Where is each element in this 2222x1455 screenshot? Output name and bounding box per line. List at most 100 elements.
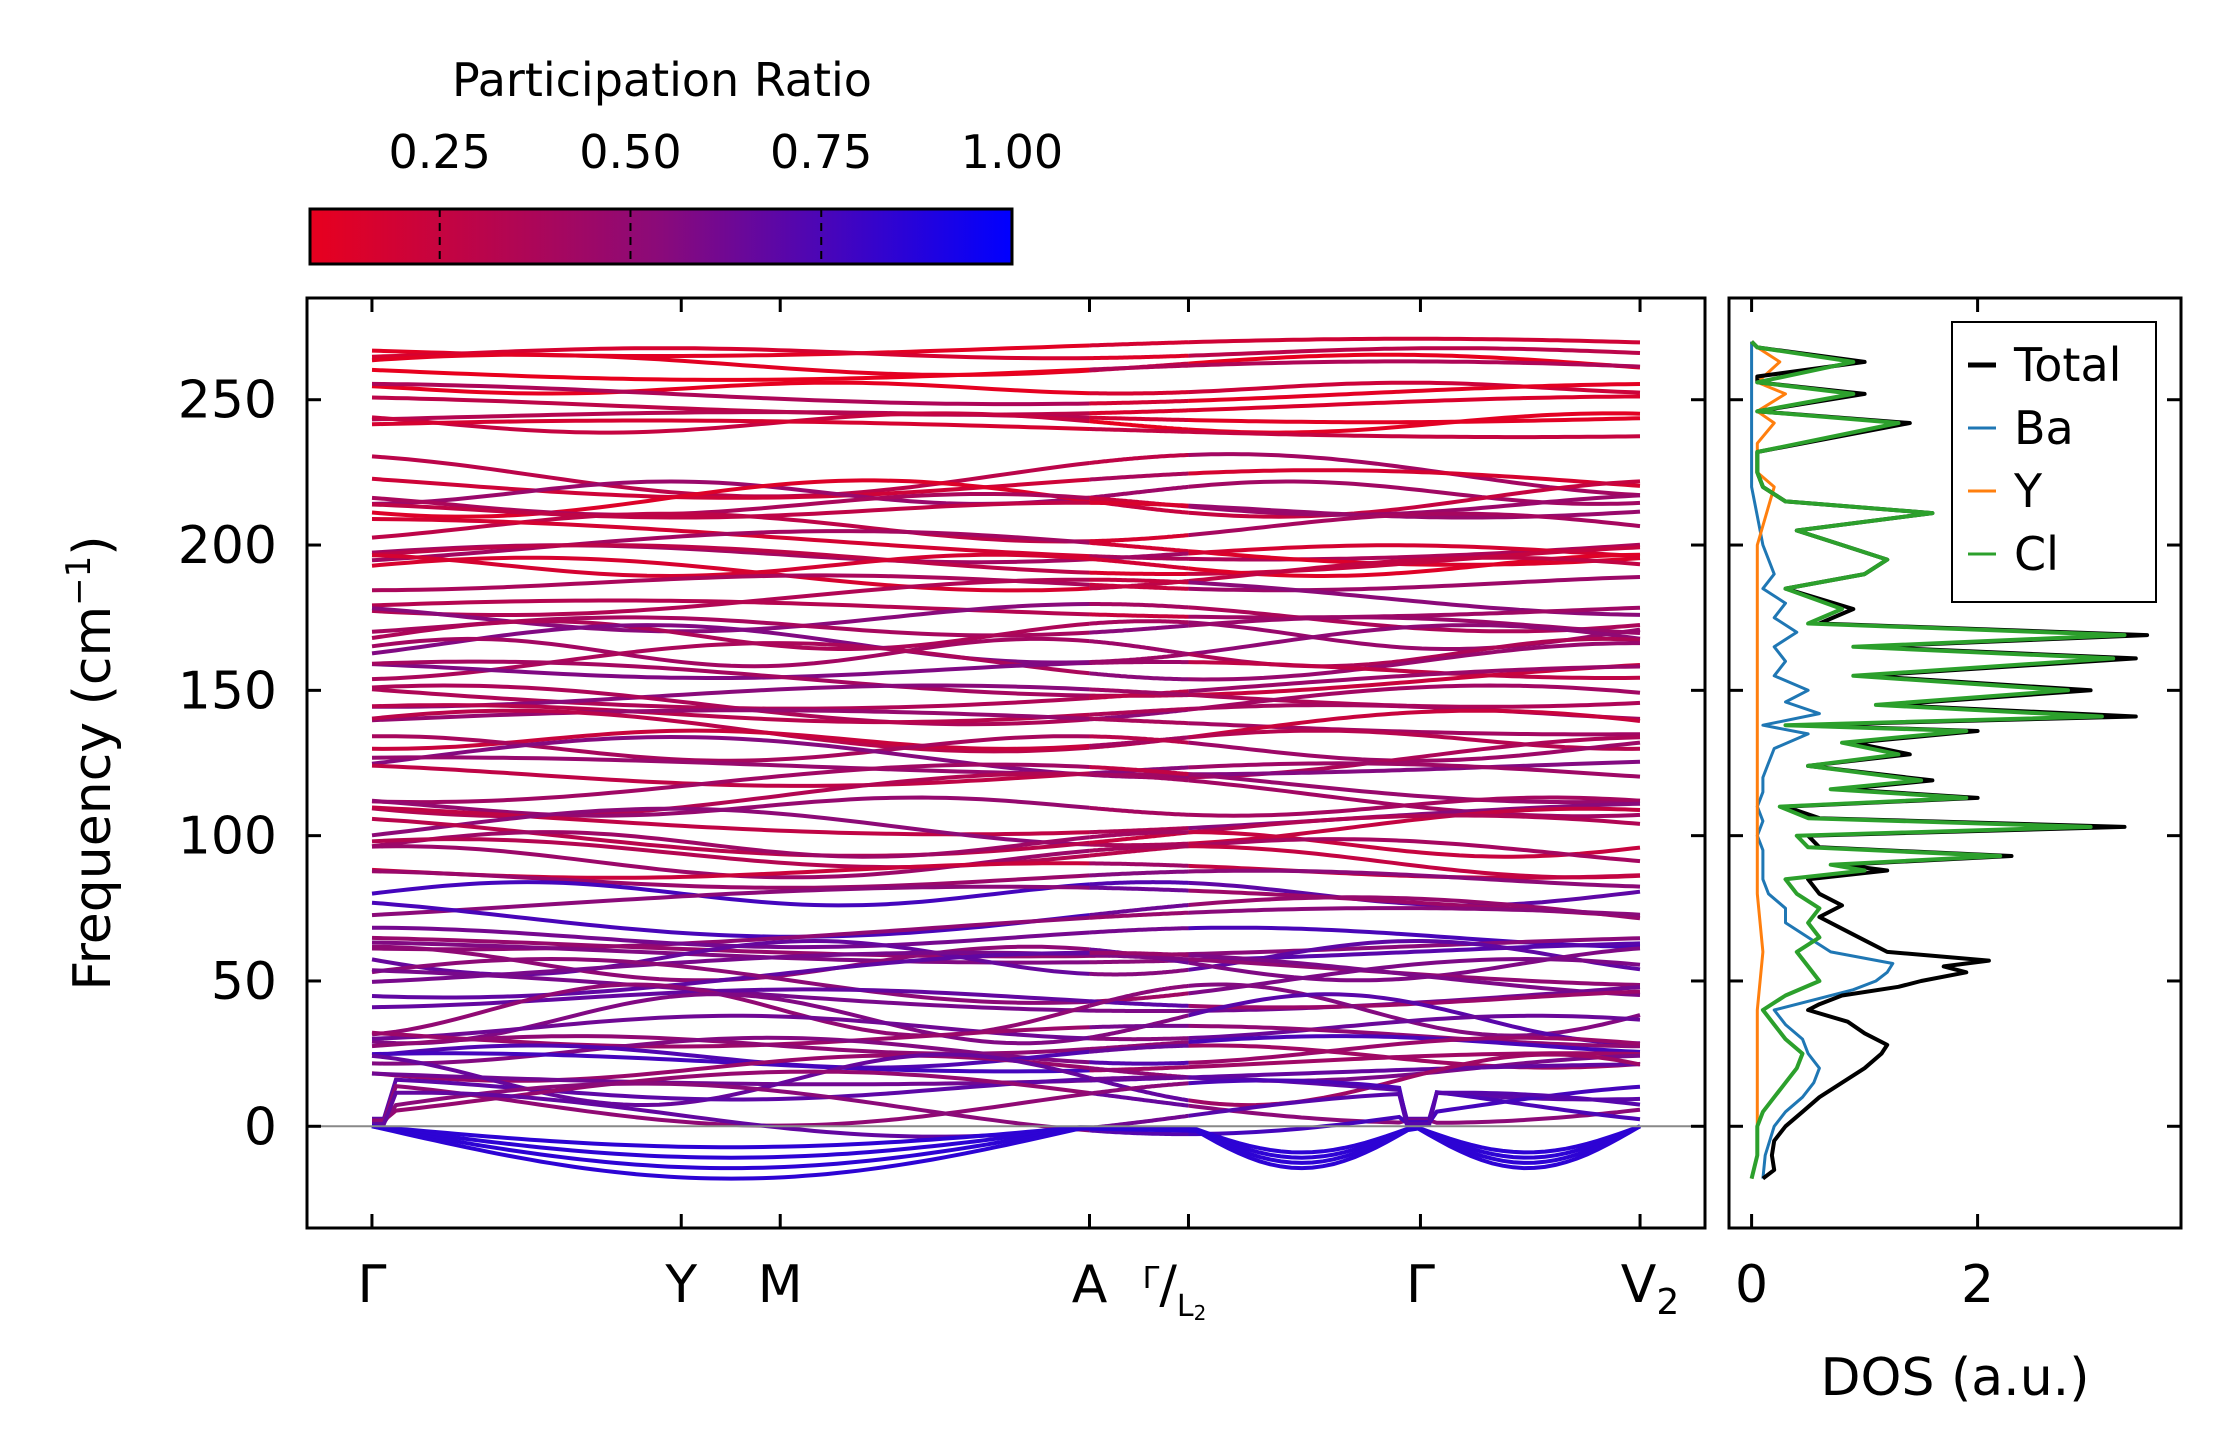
band-line xyxy=(1089,500,1189,508)
band-line xyxy=(1188,1035,1641,1065)
band-line xyxy=(1089,415,1189,422)
band-line xyxy=(371,1071,1090,1087)
band-line xyxy=(371,659,1090,698)
band-line xyxy=(1089,844,1189,853)
band-line xyxy=(1089,1043,1189,1054)
band-line xyxy=(1188,1090,1641,1126)
band-line xyxy=(371,956,1090,1005)
band-line xyxy=(1089,869,1189,878)
band-line xyxy=(1089,484,1189,500)
band-line xyxy=(371,411,1090,435)
band-line xyxy=(1089,398,1189,406)
band-line xyxy=(371,992,1090,1046)
band-line xyxy=(1188,956,1641,996)
band-line xyxy=(1089,826,1189,835)
band-line xyxy=(371,915,1090,952)
dos-x-tick-label: 0 xyxy=(1735,1255,1768,1315)
band-line xyxy=(1089,903,1189,918)
band-line xyxy=(1188,795,1641,818)
band-line xyxy=(371,418,1090,431)
legend-label-y: Y xyxy=(2013,464,2043,518)
imaginary-band-line xyxy=(371,1124,1642,1181)
band-line xyxy=(1188,346,1641,358)
colorbar-gradient xyxy=(308,207,1014,266)
band-line xyxy=(1188,416,1641,425)
band-line xyxy=(372,1077,1090,1121)
band-line xyxy=(371,619,1090,651)
band-line xyxy=(371,728,1090,751)
band-line xyxy=(371,806,1090,847)
band-line xyxy=(1089,1091,1189,1108)
band-line xyxy=(1089,623,1189,635)
kpoint-label-gamma-2: Γ xyxy=(1406,1255,1435,1315)
band-line xyxy=(371,703,1090,725)
dos-x-tick-label: 2 xyxy=(1961,1255,1994,1315)
band-line xyxy=(1089,612,1189,619)
band-line xyxy=(1188,837,1641,864)
band-line xyxy=(371,380,1090,396)
band-line xyxy=(1089,706,1189,717)
band-line xyxy=(1089,950,1189,958)
band-line xyxy=(1089,363,1189,372)
band-line xyxy=(1089,772,1189,783)
dos-legend: Total Ba Y Cl xyxy=(1951,321,2157,603)
colorbar-tick-label: 0.50 xyxy=(579,125,681,179)
band-line xyxy=(1188,759,1641,777)
band-line xyxy=(371,763,1090,788)
band-line xyxy=(1089,340,1189,348)
colorbar-title: Participation Ratio xyxy=(452,53,872,107)
band-line xyxy=(372,1081,1090,1133)
kpoint-label-a: A xyxy=(1072,1255,1108,1315)
band-line xyxy=(1089,570,1189,576)
band-line xyxy=(1089,427,1189,434)
band-line xyxy=(1188,1034,1641,1054)
band-line xyxy=(371,381,1090,407)
band-line xyxy=(371,492,1090,517)
band-line xyxy=(1089,419,1189,432)
band-line xyxy=(1089,735,1189,748)
band-line xyxy=(1089,408,1189,416)
band-axes-frame xyxy=(305,296,1707,1230)
band-line xyxy=(1089,805,1189,817)
band-line xyxy=(1089,582,1189,591)
band-line xyxy=(1089,910,1189,920)
band-line xyxy=(1089,830,1189,840)
band-line xyxy=(371,734,1090,763)
band-line xyxy=(371,830,1090,859)
y-tick-label: 150 xyxy=(178,661,277,721)
band-line xyxy=(1188,394,1640,413)
band-line xyxy=(371,708,1090,723)
band-line xyxy=(1089,1128,1189,1137)
colorbar-ticks: 0.25 0.50 0.75 1.00 xyxy=(389,125,1063,264)
band-line xyxy=(1188,906,1641,917)
band-line xyxy=(1089,765,1189,777)
band-line xyxy=(371,543,1090,575)
band-line xyxy=(1089,556,1189,571)
band-line xyxy=(1188,641,1640,682)
band-line xyxy=(371,762,1090,805)
y-tick-label: 200 xyxy=(178,516,277,576)
band-line xyxy=(1089,660,1189,665)
band-line xyxy=(371,1035,1090,1066)
y-axis-label: Frequency (cm−1) xyxy=(59,535,123,990)
legend-box xyxy=(1951,321,2157,603)
band-line xyxy=(1089,353,1189,361)
kpoint-label-gamma: Γ xyxy=(357,1255,386,1315)
band-line xyxy=(1089,885,1189,893)
band-lines xyxy=(371,336,1642,1181)
band-line xyxy=(1088,1075,1189,1103)
band-line xyxy=(1188,605,1641,620)
band-y-ticks: 0 50 100 150 200 250 xyxy=(178,371,1705,1157)
band-line xyxy=(1188,953,1641,997)
kpoint-label-gamma-l2: Γ/L2 xyxy=(1143,1255,1207,1325)
band-line xyxy=(371,1025,1090,1049)
legend-label-cl: Cl xyxy=(2014,527,2059,581)
band-line xyxy=(371,555,1090,593)
colorbar-tick-label: 0.25 xyxy=(389,125,491,179)
band-structure-panel: 0 50 100 150 200 250 Γ Y M A Γ/L2 Γ V2 Frequency (c… xyxy=(59,296,1707,1325)
dos-x-axis-label: DOS (a.u.) xyxy=(1821,1348,2090,1408)
band-line xyxy=(1089,841,1189,848)
band-line xyxy=(1089,1060,1189,1066)
